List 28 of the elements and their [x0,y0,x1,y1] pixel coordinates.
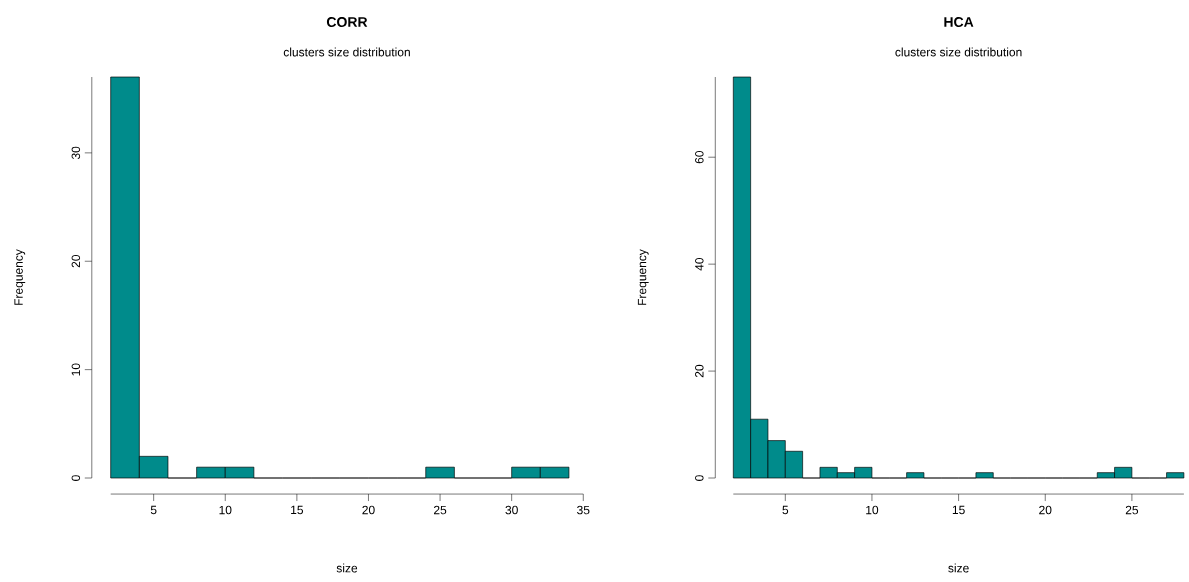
x-tick-label: 20 [362,505,375,515]
chart-title: HCA [944,17,974,27]
y-tick-label: 0 [695,475,704,481]
x-tick-label: 25 [434,505,447,515]
y-tick-label: 10 [71,363,81,376]
chart-subtitle: clusters size distribution [895,47,1022,57]
y-tick-label: 20 [71,255,81,268]
x-tick-label: 10 [219,505,232,515]
y-tick-label: 40 [695,257,704,271]
y-axis-title: Frequency [637,249,649,305]
x-tick-label: 25 [1125,505,1139,515]
chart-title: CORR [326,17,368,27]
x-tick-label: 15 [952,505,965,515]
x-axis-title: size [336,563,358,573]
x-axis-title: size [948,563,969,573]
x-tick-label: 15 [291,505,304,515]
chart-subtitle: clusters size distribution [283,47,410,57]
x-tick-label: 20 [1039,505,1052,515]
y-tick-label: 30 [71,146,81,160]
x-tick-label: 35 [577,505,590,515]
y-axis-title: Frequency [14,249,26,305]
x-tick-label: 30 [505,505,518,515]
y-tick-label: 20 [695,364,704,378]
x-tick-label: 5 [150,505,157,515]
y-tick-label: 60 [695,151,704,164]
x-tick-label: 10 [866,505,879,515]
x-tick-label: 5 [782,505,789,515]
y-tick-label: 0 [71,475,81,481]
